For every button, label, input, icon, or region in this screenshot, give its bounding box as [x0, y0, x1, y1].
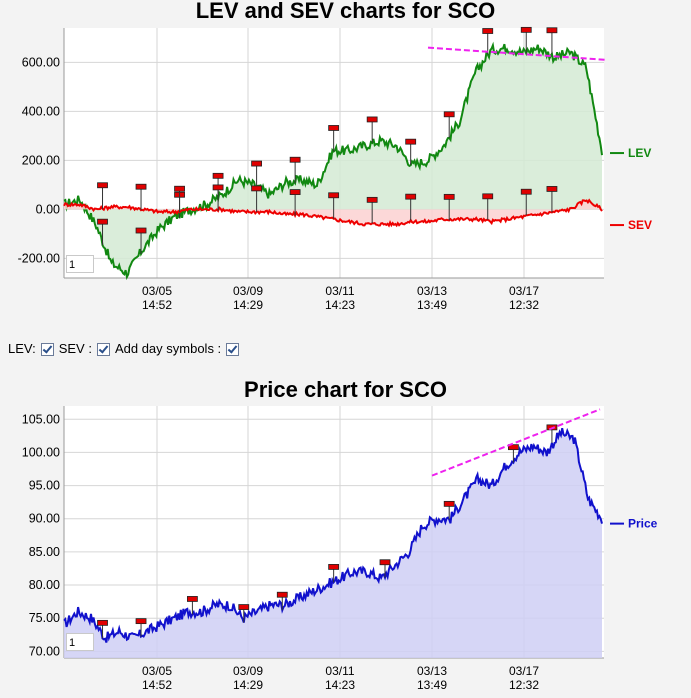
y-tick-label: -200.00 [18, 251, 60, 265]
x-tick-label-date: 03/11 [325, 664, 354, 678]
x-tick-label-time: 13:49 [417, 678, 447, 692]
y-tick-label: 200.00 [22, 153, 60, 167]
price-chart-title: Price chart for SCO [244, 377, 447, 402]
day-symbol-flag [276, 591, 288, 598]
day-symbol-flag [379, 559, 391, 566]
x-tick-label-time: 14:29 [233, 298, 263, 312]
x-tick-label-date: 03/13 [417, 664, 447, 678]
y-tick-label: 85.00 [29, 545, 60, 559]
x-tick-label-date: 03/13 [417, 284, 447, 298]
day-symbol-flag [97, 619, 108, 626]
x-tick-label-time: 14:23 [325, 298, 355, 312]
x-tick-label-date: 03/05 [142, 664, 172, 678]
day-symbol-flag [328, 192, 340, 199]
day-symbol-flag [443, 500, 455, 507]
legend-label-price: Price [628, 517, 658, 531]
day-symbol-flag [405, 138, 417, 145]
series-line-lev [63, 41, 603, 281]
day-symbol-flag [97, 218, 108, 225]
x-tick-label-time: 14:23 [325, 678, 355, 692]
series-controls: LEV: SEV : Add day symbols : [8, 341, 242, 356]
lev-sev-chart-title: LEV and SEV charts for SCO [195, 0, 496, 23]
day-symbol-flag [443, 111, 455, 118]
y-tick-label: 90.00 [29, 512, 60, 526]
day-symbol-flag [520, 188, 532, 195]
legend-label-sev: SEV [628, 218, 652, 232]
x-tick-label-time: 12:32 [509, 298, 539, 312]
day-symbol-flag [289, 156, 301, 163]
x-tick-label-date: 03/17 [509, 284, 539, 298]
day-symbol-flag [482, 193, 494, 200]
day-symbol-flag [135, 227, 147, 234]
y-tick-label: 100.00 [22, 445, 60, 459]
x-tick-label-time: 14:29 [233, 678, 263, 692]
y-tick-label: 0.00 [36, 202, 60, 216]
day-symbol-flag [405, 193, 417, 200]
y-tick-label: 600.00 [22, 55, 60, 69]
day-symbol-flag [546, 186, 558, 192]
trendline [431, 408, 601, 477]
x-tick-label-date: 03/09 [233, 284, 263, 298]
day-symbol-flag [212, 184, 224, 191]
x-tick-label-time: 14:52 [142, 678, 172, 692]
x-tick-label-date: 03/05 [142, 284, 172, 298]
sev-checkbox[interactable] [96, 343, 110, 356]
x-tick-label-time: 13:49 [417, 298, 447, 312]
y-tick-label: 105.00 [22, 412, 60, 426]
day-symbols-label: Add day symbols : [114, 341, 222, 356]
lev-sev-zoom-input[interactable]: 1 [66, 255, 94, 273]
x-tick-label-date: 03/11 [325, 284, 354, 298]
day-symbol-flag [482, 28, 494, 34]
day-symbols-checkbox[interactable] [226, 343, 240, 356]
day-symbol-flag [520, 26, 532, 33]
day-symbol-flag [238, 604, 250, 610]
day-symbol-flag [328, 125, 340, 131]
series-area-price [64, 428, 602, 658]
day-symbol-flag [135, 618, 147, 625]
x-tick-label-time: 14:52 [142, 298, 172, 312]
day-symbol-flag [174, 185, 185, 192]
day-symbol-flag [97, 182, 108, 189]
y-tick-label: 70.00 [29, 644, 60, 658]
series-line-sev [63, 198, 603, 228]
day-symbol-flag [289, 189, 301, 195]
lev-checkbox[interactable] [40, 343, 54, 356]
sev-label: SEV : [58, 341, 92, 356]
y-tick-label: 75.00 [29, 611, 60, 625]
day-symbol-flag [508, 444, 519, 451]
lev-label: LEV: [8, 341, 36, 356]
day-symbol-flag [546, 27, 558, 34]
y-tick-label: 400.00 [22, 104, 60, 118]
x-tick-label-date: 03/09 [233, 664, 263, 678]
series-area-sev [64, 200, 602, 226]
trendline [427, 46, 607, 61]
day-symbol-flag [366, 116, 378, 123]
day-symbol-flag [212, 172, 224, 179]
x-tick-label-date: 03/17 [509, 664, 539, 678]
y-tick-label: 80.00 [29, 578, 60, 592]
day-symbol-flag [328, 564, 340, 570]
day-symbol-flag [251, 160, 263, 167]
day-symbol-flag [187, 596, 198, 602]
y-tick-label: 95.00 [29, 479, 60, 493]
x-tick-label-time: 12:32 [509, 678, 539, 692]
price-zoom-input[interactable]: 1 [66, 633, 94, 651]
series-line-price [63, 427, 603, 643]
day-symbol-flag [443, 193, 455, 200]
day-symbol-flag [366, 196, 378, 203]
day-symbol-flag [251, 185, 263, 192]
legend-label-lev: LEV [628, 146, 651, 160]
day-symbol-flag [135, 183, 147, 190]
